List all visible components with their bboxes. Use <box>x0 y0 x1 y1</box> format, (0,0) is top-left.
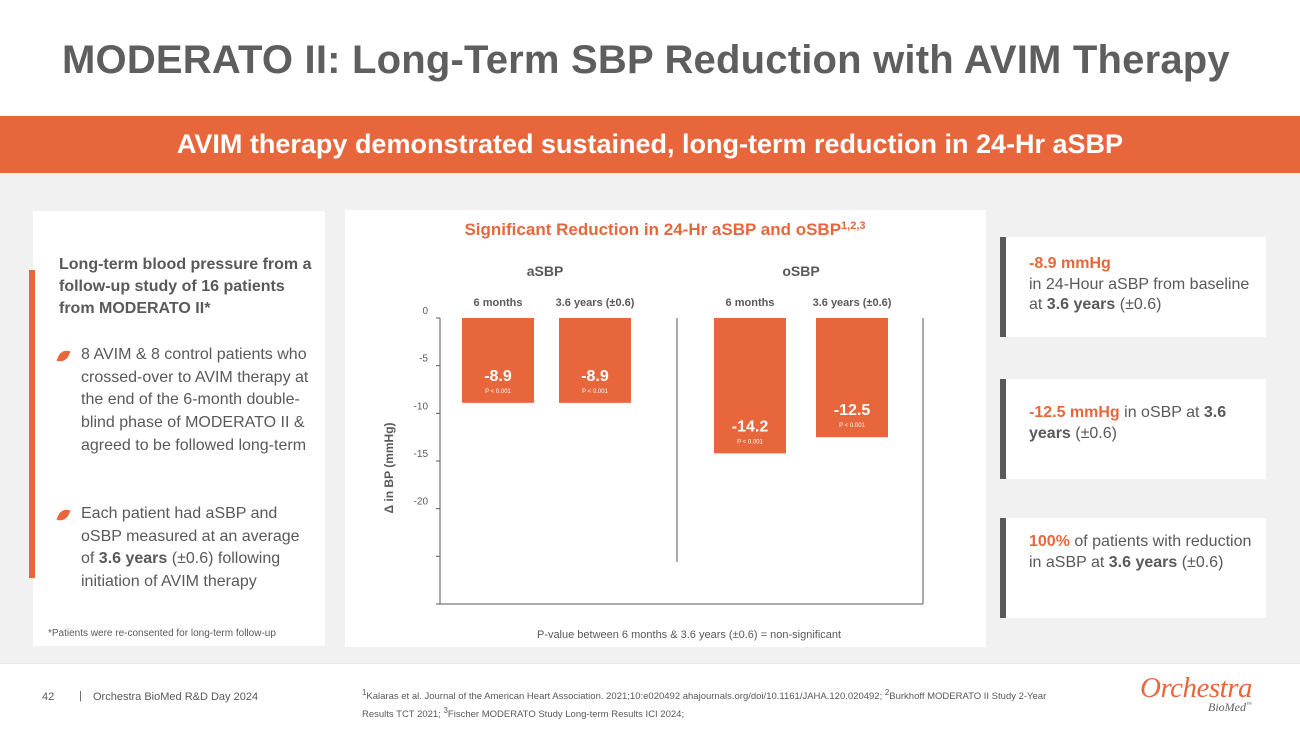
bullet-text: 8 AVIM & 8 control patients who crossed-… <box>81 346 309 454</box>
bar-value-label: -8.9 <box>484 368 512 385</box>
ref-sup: 1 <box>362 688 367 697</box>
y-tick-label: 0 <box>422 306 428 317</box>
headline-banner-text: AVIM therapy demonstrated sustained, lon… <box>176 129 1124 159</box>
stat-text: -12.5 mmHg in oSBP at 3.6 years (±0.6) <box>1029 403 1266 444</box>
stat-highlight: -12.5 mmHg <box>1029 404 1120 421</box>
ref-sup: 3 <box>443 706 448 716</box>
bar <box>714 318 786 454</box>
footer-divider <box>0 663 1300 664</box>
chart-title-text: Significant Reduction in 24-Hr aSBP and … <box>464 220 841 239</box>
stat-callout-asbp: -8.9 mmHg in 24-Hour aSBP from baseline a… <box>1000 237 1266 337</box>
ref-text: Burkhoff MODERATO II Study 2-Year Result… <box>362 691 1047 721</box>
stat-bold: 3.6 years <box>1029 404 1227 442</box>
study-description-panel <box>33 211 325 646</box>
accent-bar <box>29 270 35 578</box>
logo-subtitle: BioMed™ <box>1208 700 1252 715</box>
stat-body: in 24-Hour aSBP from baseline at <box>1029 275 1250 314</box>
footer-separator: | <box>79 690 82 702</box>
group-label: aSBP <box>527 263 564 279</box>
stat-text: 100% of patients with reduction in aSBP … <box>1029 532 1266 573</box>
bullet-text-bold: 3.6 years <box>98 550 168 568</box>
y-axis-label: Δ in BP (mmHg) <box>382 422 396 513</box>
bar-p-value-label: P < 0.001 <box>839 423 865 429</box>
ref-text: Fischer MODERATO Study Long-term Results… <box>447 709 685 721</box>
stat-highlight: -8.9 mmHg <box>1029 255 1111 272</box>
bar-value-label: -14.2 <box>732 418 769 435</box>
stat-body: in oSBP at <box>1119 404 1204 421</box>
stat-suffix: (±0.6) <box>1115 296 1162 313</box>
stat-suffix: (±0.6) <box>1070 424 1117 442</box>
bar <box>559 318 631 403</box>
bullet-text-part: (±0.6) following initiation of AVIM ther… <box>81 550 281 591</box>
logo-wordmark: Orchestra <box>1140 672 1253 704</box>
y-tick-label: -10 <box>414 401 429 412</box>
bullet-text: Each patient had aSBP and oSBP measured … <box>81 503 313 594</box>
headline-banner: AVIM therapy demonstrated sustained, lon… <box>0 116 1300 173</box>
page-title: MODERATO II: Long-Term SBP Reduction wit… <box>62 38 1230 82</box>
stat-body: of patients with reduction in aSBP at <box>1029 533 1252 571</box>
chart-title-superscript: 1,2,3 <box>841 220 865 232</box>
group-label: oSBP <box>782 263 819 279</box>
chart-title: Significant Reduction in 24-Hr aSBP and … <box>464 220 865 239</box>
footer-event-name: Orchestra BioMed R&D Day 2024 <box>93 691 259 703</box>
stat-bold: 3.6 years <box>1108 553 1178 571</box>
stat-highlight: 100% <box>1029 533 1070 550</box>
y-tick-label: -20 <box>414 497 429 508</box>
stat-text: -8.9 mmHg in 24-Hour aSBP from baseline a… <box>1029 254 1266 316</box>
page-number: 42 <box>42 691 55 703</box>
bar-p-value-label: P < 0.001 <box>737 439 763 445</box>
bar <box>816 318 888 438</box>
bar-chart: Significant Reduction in 24-Hr aSBP and … <box>382 220 924 641</box>
bar-category-label: 6 months <box>474 297 523 309</box>
stat-callout-osbp: -12.5 mmHg in oSBP at 3.6 years (±0.6) <box>1000 379 1266 479</box>
bar-value-label: -8.9 <box>581 368 609 385</box>
bar-p-value-label: P < 0.001 <box>485 389 511 395</box>
logo-trademark: ™ <box>1246 702 1252 708</box>
stat-callout-patients: 100% of patients with reduction in aSBP … <box>1000 518 1266 618</box>
bar <box>462 318 534 403</box>
stat-suffix: (±0.6) <box>1177 553 1224 571</box>
stat-bold: 3.6 years <box>1046 296 1116 313</box>
bar-category-label: 3.6 years (±0.6) <box>556 297 635 309</box>
chart-panel: Significant Reduction in 24-Hr aSBP and … <box>345 210 986 647</box>
ref-text: Kalaras et al. Journal of the American H… <box>366 691 885 703</box>
bar-value-label: -12.5 <box>834 402 871 419</box>
logo-sub-text: BioMed <box>1208 700 1246 714</box>
references: 1Kalaras et al. Journal of the American … <box>362 686 1062 722</box>
bar-category-label: 3.6 years (±0.6) <box>813 297 892 309</box>
bar-category-label: 6 months <box>726 297 775 309</box>
orchestra-biomed-logo: Orchestra BioMed™ <box>1138 672 1268 718</box>
ref-sup: 2 <box>884 688 890 697</box>
y-tick-label: -5 <box>419 354 428 365</box>
chart-note: P-value between 6 months & 3.6 years (±0… <box>537 629 841 641</box>
study-footnote: *Patients were re-consented for long-ter… <box>48 628 276 639</box>
bullet-text-part: Each patient had aSBP and oSBP measured … <box>81 505 300 568</box>
bar-p-value-label: P < 0.001 <box>582 389 608 395</box>
y-tick-label: -15 <box>414 449 429 460</box>
study-heading: Long-term blood pressure from a follow-u… <box>59 256 312 317</box>
